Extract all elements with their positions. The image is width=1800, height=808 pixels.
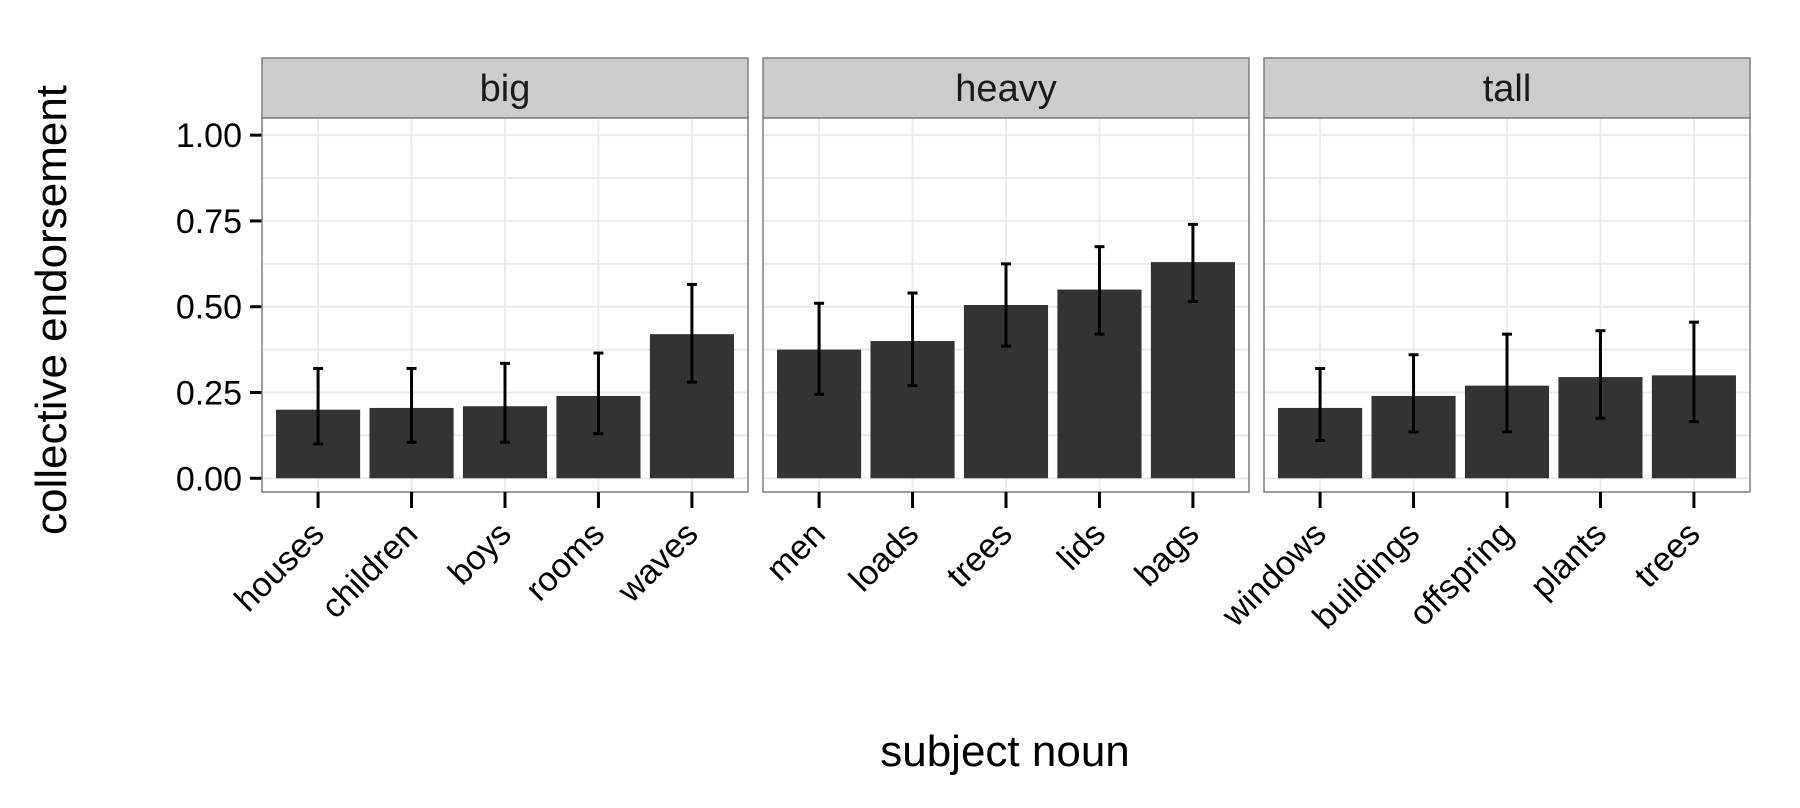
facet-strip-label: tall (1483, 68, 1532, 110)
x-tick-label: plants (1523, 515, 1614, 606)
x-tick-label: lids (1050, 515, 1113, 578)
y-tick-label: 0.75 (176, 203, 242, 241)
x-axis-title: subject noun (880, 727, 1130, 776)
facet-panel-heavy: heavy men loads trees lids bags (759, 57, 1250, 599)
x-tick-label: rooms (518, 515, 612, 609)
error-bar (907, 291, 918, 388)
facet-strip (261, 57, 749, 119)
error-bar (1502, 332, 1512, 434)
error-bar (1408, 353, 1419, 434)
x-tick-label: bags (1128, 515, 1207, 594)
error-bar (1187, 222, 1198, 304)
y-axis-title: collective endorsement (27, 85, 76, 535)
error-bar (1315, 366, 1326, 443)
x-tick-label: men (759, 515, 833, 589)
facet-strip (1263, 57, 1751, 119)
error-bar (313, 366, 324, 446)
x-tick-label: waves (610, 515, 706, 611)
y-tick-label: 0.00 (176, 460, 242, 498)
y-axis: 0.00 0.25 0.50 0.75 1.00 (176, 117, 262, 498)
x-tick-label: children (314, 515, 425, 626)
x-tick-label: offspring (1402, 515, 1521, 634)
error-bar (1001, 262, 1011, 348)
x-tick-label: trees (939, 515, 1019, 595)
error-bar (1688, 320, 1699, 424)
error-bar (1595, 329, 1606, 420)
error-bar (406, 366, 417, 444)
error-bar (500, 361, 510, 444)
error-bar (814, 301, 825, 396)
error-bar (593, 351, 604, 436)
y-tick-label: 0.25 (176, 374, 242, 412)
y-tick-label: 1.00 (176, 117, 242, 155)
facet-strip (762, 57, 1250, 119)
y-tick-label: 0.50 (176, 289, 242, 327)
error-bar (686, 282, 697, 384)
facet-strip-label: big (480, 68, 531, 110)
x-tick-label: loads (842, 515, 926, 599)
error-bar (1094, 245, 1105, 336)
x-tick-label: trees (1627, 515, 1707, 595)
x-tick-label: boys (441, 515, 519, 593)
facet-strip-label: heavy (955, 68, 1056, 110)
x-tick-label: houses (227, 515, 331, 619)
